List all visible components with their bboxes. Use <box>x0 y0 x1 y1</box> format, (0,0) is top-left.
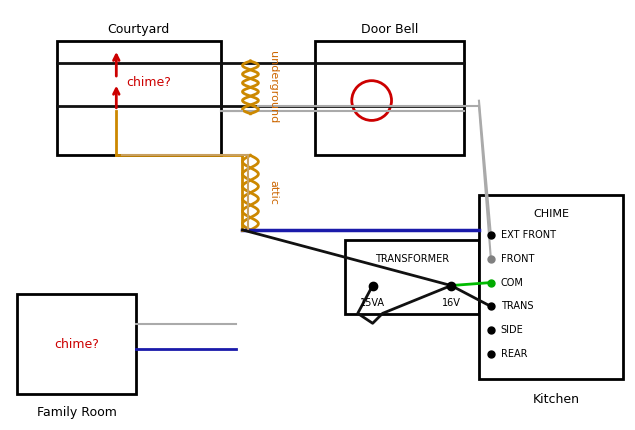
Bar <box>57 41 220 155</box>
Text: CHIME: CHIME <box>533 209 569 219</box>
Text: attic: attic <box>269 180 278 205</box>
Text: chime?: chime? <box>126 77 171 89</box>
Text: Family Room: Family Room <box>37 406 116 419</box>
Text: REAR: REAR <box>501 349 527 359</box>
Text: FRONT: FRONT <box>501 254 534 264</box>
Bar <box>345 240 479 314</box>
Text: COM: COM <box>501 277 524 288</box>
Text: 15VA: 15VA <box>360 298 385 308</box>
Text: 16V: 16V <box>442 298 460 308</box>
Text: TRANSFORMER: TRANSFORMER <box>375 254 449 264</box>
Text: SIDE: SIDE <box>501 325 524 335</box>
Bar <box>17 295 136 394</box>
Bar <box>315 41 464 155</box>
Text: EXT FRONT: EXT FRONT <box>501 230 556 240</box>
Text: Door Bell: Door Bell <box>361 23 418 36</box>
Text: Kitchen: Kitchen <box>533 393 580 406</box>
Text: TRANS: TRANS <box>501 301 533 311</box>
Text: chime?: chime? <box>54 338 99 350</box>
Bar <box>479 195 623 379</box>
Text: underground: underground <box>269 51 278 123</box>
Text: Courtyard: Courtyard <box>107 23 170 36</box>
